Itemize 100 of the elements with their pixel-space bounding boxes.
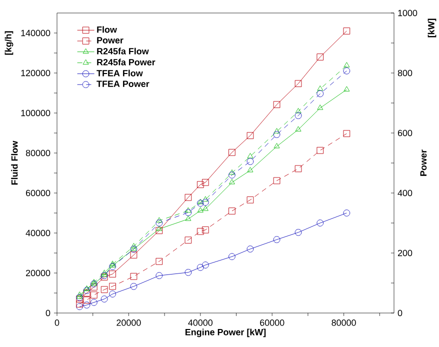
point	[273, 101, 280, 108]
legend-label: R245fa Power	[97, 58, 156, 66]
point	[83, 296, 90, 304]
point	[202, 262, 209, 268]
point	[228, 208, 236, 214]
point	[90, 298, 98, 306]
point	[246, 196, 254, 204]
point	[274, 128, 280, 134]
point	[202, 206, 208, 211]
legend-label: Flow	[97, 26, 117, 33]
point	[90, 292, 98, 298]
x-tick-label: 20000	[116, 320, 141, 326]
point	[273, 236, 280, 244]
point	[185, 207, 192, 213]
point	[197, 198, 204, 204]
y-tick-label: 140000	[21, 30, 50, 36]
legend-label: R245fa Flow	[97, 48, 149, 54]
point	[185, 216, 192, 221]
y-tick-label: 60000	[26, 190, 50, 196]
y2-tick-label: 800	[398, 70, 412, 76]
point	[317, 104, 324, 110]
point	[83, 290, 90, 296]
point	[247, 152, 254, 158]
point	[316, 54, 324, 60]
point	[184, 209, 192, 216]
point	[156, 220, 163, 226]
point	[100, 296, 108, 302]
text: [kW]	[428, 18, 436, 38]
y2-axis-title: Power	[420, 150, 427, 176]
point	[247, 166, 254, 172]
point	[343, 130, 350, 138]
point	[202, 198, 209, 206]
point	[76, 300, 84, 308]
point	[109, 263, 116, 270]
point	[246, 158, 254, 165]
point	[101, 270, 108, 275]
legend-label: TFEA Flow	[96, 70, 143, 76]
y2-tick-label: 1000	[398, 10, 418, 16]
y-axis-title: Fluid Flow	[11, 140, 18, 185]
point	[202, 226, 209, 234]
point	[316, 146, 324, 154]
legend-label: TFEA Power	[96, 80, 150, 88]
point	[294, 165, 302, 172]
point	[156, 272, 163, 280]
x-tick-label: 80000	[332, 320, 356, 326]
y-tick-label: 80000	[26, 150, 50, 156]
x-tick-label: 0	[54, 320, 60, 326]
point	[228, 172, 236, 178]
point	[196, 181, 204, 188]
point	[273, 177, 280, 184]
point	[83, 302, 90, 308]
y-tick-label: 120000	[21, 70, 50, 76]
point	[343, 210, 350, 216]
point	[228, 148, 236, 156]
point	[156, 226, 162, 231]
point	[228, 253, 236, 260]
point	[196, 228, 204, 235]
point	[130, 272, 138, 280]
point	[228, 178, 235, 184]
point	[156, 258, 163, 265]
point	[83, 287, 90, 294]
text: [kg/h]	[4, 31, 14, 55]
y-tick-label: 0	[46, 310, 50, 316]
point	[202, 196, 208, 202]
point	[202, 178, 209, 186]
point	[184, 194, 192, 201]
point	[295, 108, 302, 114]
point	[344, 62, 350, 68]
x-axis-title: Engine Power [kW]	[185, 328, 266, 338]
point	[274, 142, 280, 148]
point	[156, 227, 163, 234]
point	[316, 90, 324, 98]
point	[130, 242, 137, 248]
point	[197, 207, 204, 212]
point	[295, 126, 302, 132]
point	[90, 278, 97, 284]
legend-label: Power	[97, 37, 124, 44]
point	[196, 264, 204, 271]
point	[246, 132, 254, 140]
point	[109, 290, 116, 298]
point	[294, 80, 302, 88]
x-tick-label: 40000	[188, 320, 213, 326]
point	[109, 270, 116, 278]
point	[343, 28, 350, 34]
point	[184, 236, 192, 244]
point	[130, 282, 138, 290]
point	[184, 268, 192, 276]
point	[76, 303, 84, 310]
point	[294, 112, 302, 120]
y2-tick-label: 200	[398, 250, 412, 256]
point	[343, 67, 350, 74]
point	[246, 246, 254, 252]
point	[130, 252, 138, 258]
point	[273, 131, 280, 138]
point	[316, 220, 324, 226]
y-tick-label: 40000	[26, 230, 50, 236]
point	[109, 282, 116, 290]
y2-tick-label: 600	[398, 130, 412, 136]
point	[317, 85, 324, 91]
x-tick-label: 60000	[260, 320, 284, 326]
